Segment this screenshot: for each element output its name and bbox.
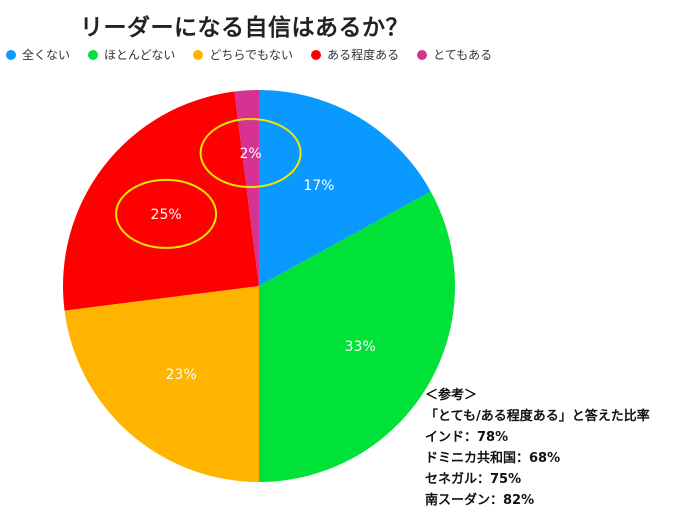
highlight-ellipse-4 [199,118,302,188]
legend-swatch-2 [193,49,204,60]
pie-slice-2 [64,286,259,482]
reference-note: ＜参考＞ 「とても/ある程度ある」と答えた比率 インド：78% ドミニカ共和国：… [425,385,650,511]
legend-label-0: 全くない [22,48,71,62]
legend-item-3: ある程度ある [311,46,399,63]
legend-swatch-4 [417,49,428,60]
legend-label-1: ほとんどない [104,48,176,62]
legend-label-2: どちらでもない [209,48,294,62]
note-line-india: インド：78% [425,430,509,445]
pie-label-2: 23% [166,367,197,383]
highlight-ellipse-3 [115,178,218,249]
note-heading: ＜参考＞ [425,388,478,403]
legend-swatch-3 [311,49,322,60]
pie-slice-3 [63,91,259,311]
pie-highlights [115,118,302,249]
note-line-dominican-republic: ドミニカ共和国：68% [425,451,561,466]
legend-item-1: ほとんどない [88,46,175,63]
note-line-south-sudan: 南スーダン：82% [425,493,535,508]
pie-slices [63,90,456,482]
legend-label-4: とてもある [433,48,493,62]
note-line-senegal: セネガル：75% [425,472,522,487]
pie-label-0: 17% [303,178,334,194]
pie-label-4: 2% [239,146,261,162]
chart-legend: 全くない ほとんどない どちらでもない ある程度ある とてもある [6,46,510,63]
pie-label-1: 33% [345,339,376,355]
legend-swatch-1 [88,49,99,60]
legend-label-3: ある程度ある [327,48,400,62]
chart-title: リーダーになる自信はあるか？ [80,15,409,41]
legend-item-4: とてもある [417,46,492,63]
legend-swatch-0 [6,49,16,60]
pie-label-3: 25% [151,207,182,223]
pie-slice-0 [259,90,431,286]
legend-item-0: 全くない [6,46,70,63]
legend-item-2: どちらでもない [193,46,293,63]
note-subheading: 「とても/ある程度ある」と答えた比率 [425,409,650,424]
pie-labels: 17% 33% 23% 25% 2% [151,146,376,383]
pie-slice-4 [234,90,259,286]
pie-slice-1 [259,191,456,482]
